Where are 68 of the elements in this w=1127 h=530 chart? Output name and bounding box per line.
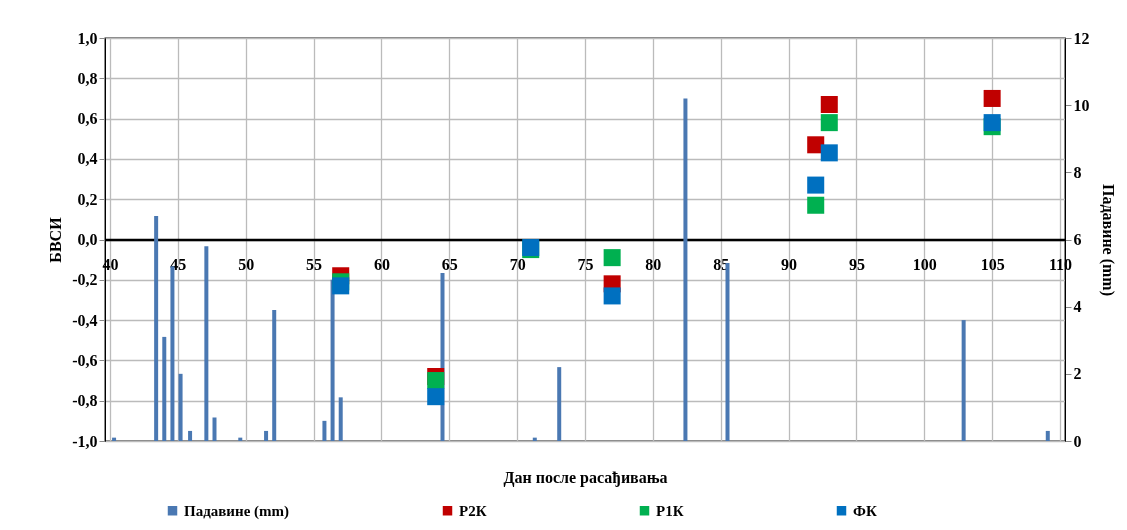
point [603,287,621,305]
y-tick-label: 0,4 [77,150,98,168]
x-tick-label: 105 [980,256,1005,273]
y-tick-label: 1,0 [77,29,98,47]
y2-tick-label: 0 [1073,432,1082,450]
y-tick-label: -0,2 [72,271,98,289]
x-tick-label: 90 [781,256,798,273]
point [807,136,825,154]
y2-tick-label: 2 [1073,365,1082,383]
bar [154,215,159,441]
point [807,176,825,194]
bar [1045,430,1050,441]
legend-label: Р2К [459,502,487,519]
point [983,114,1001,132]
y2-tick-label: 12 [1073,29,1090,47]
x-tick-label: 50 [238,256,255,273]
bar [683,98,688,441]
x-tick-label: 80 [645,256,662,273]
point [807,196,825,214]
point [332,277,350,295]
point [820,114,838,132]
y-tick-label: 0,2 [77,190,98,208]
x-tick-label: 70 [509,256,526,273]
legend-label: Падавине (mm) [184,502,290,520]
y-tick-label: -0,4 [72,311,98,329]
bar [330,279,335,441]
y-tick-label: 0,8 [77,69,98,87]
bar [178,373,183,441]
y-tick-label: -0,8 [72,392,98,410]
x-tick-label: 75 [577,256,594,273]
point [603,249,621,267]
x-tick-label: 95 [848,256,865,273]
bar [238,437,243,441]
bar [961,320,966,441]
y-tick-label: 0,0 [77,231,98,248]
x-tick-label: 60 [373,256,390,273]
bar [112,437,117,441]
point [983,89,1001,107]
point [427,372,445,390]
y2-tick-label: 10 [1073,96,1090,114]
x-tick-label: 65 [441,256,458,273]
bar [322,420,327,441]
bar [188,430,193,441]
bar [532,437,537,441]
y2-tick-label: 4 [1073,298,1082,316]
y-axis-title: БВСИ [47,216,65,263]
x-axis-title: Дан после расађивања [503,468,668,487]
bar [338,397,343,441]
bar [264,430,269,441]
point [820,95,838,114]
x-tick-label: 55 [306,256,323,273]
legend-label: ФК [853,502,877,519]
point [427,388,445,406]
y2-axis-title: Падавине (mm) [1098,183,1117,297]
point [820,144,838,162]
y2-tick-label: 8 [1073,163,1082,181]
bar [162,336,167,441]
x-tick-label: 45 [170,256,187,273]
y2-tick-label: 6 [1073,231,1082,248]
bar [204,246,209,441]
y-tick-label: -0,6 [72,351,98,369]
bar [212,417,217,441]
y-tick-label: -1,0 [72,432,98,450]
y-tick-label: 0,6 [77,110,98,128]
bar [272,310,277,441]
x-tick-label: 100 [912,256,937,273]
legend-label: Р1К [656,502,684,519]
bar [557,367,562,441]
